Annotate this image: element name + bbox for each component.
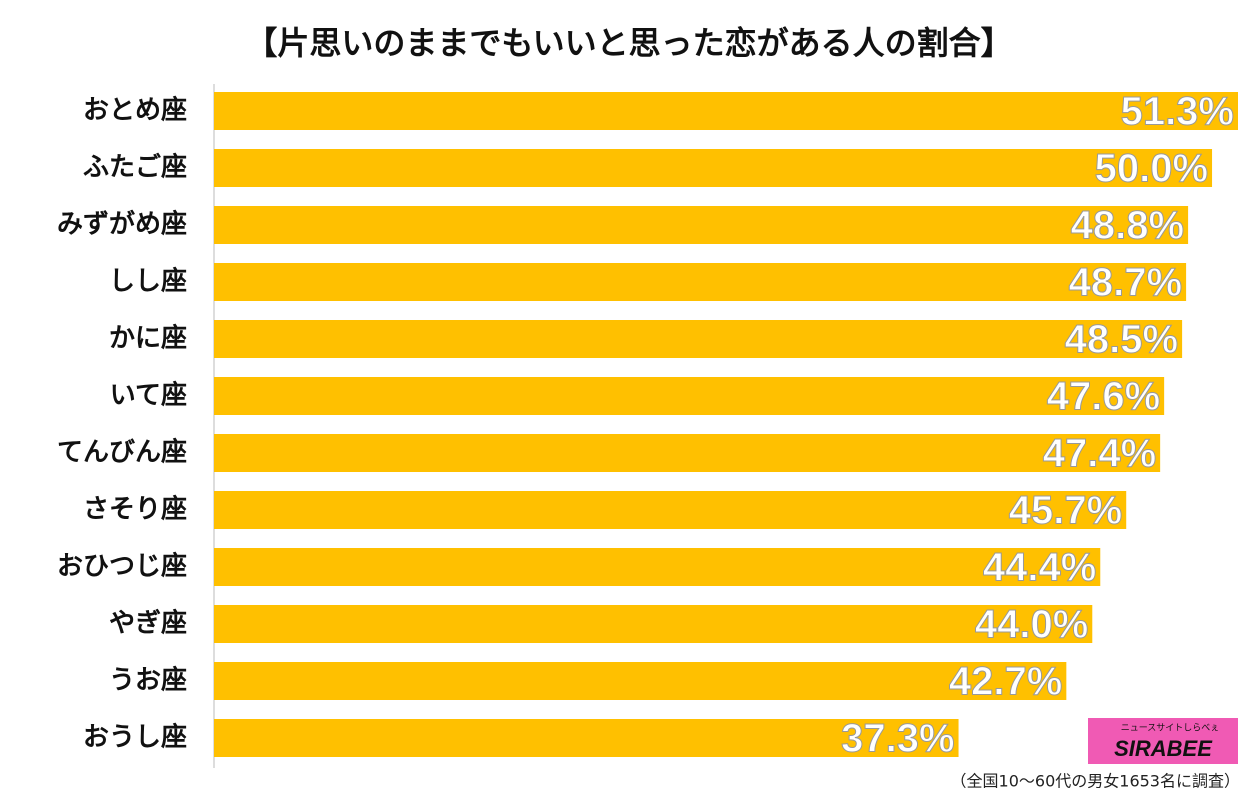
- category-label: うお座: [109, 665, 187, 696]
- category-label: おとめ座: [83, 95, 187, 126]
- value-label: 50.0%: [1095, 147, 1208, 191]
- bar: [214, 548, 1101, 586]
- category-label: みずがめ座: [57, 209, 187, 240]
- category-label: しし座: [109, 266, 187, 297]
- value-label: 37.3%: [841, 717, 954, 761]
- value-label: 48.8%: [1071, 204, 1184, 248]
- value-label: 42.7%: [949, 660, 1062, 704]
- category-label: いて座: [110, 380, 187, 411]
- chart-title: 【片思いのままでもいいと思った恋がある人の割合】: [245, 24, 1012, 62]
- bar: [214, 434, 1161, 472]
- value-label: 51.3%: [1121, 90, 1234, 134]
- bar: [214, 605, 1093, 643]
- category-label: かに座: [109, 323, 187, 354]
- category-label: てんびん座: [57, 437, 187, 468]
- category-label: やぎ座: [109, 608, 187, 639]
- value-label: 47.6%: [1047, 375, 1160, 419]
- bar: [214, 719, 959, 757]
- bar: [214, 491, 1127, 529]
- bar: [214, 206, 1189, 244]
- bar: [214, 149, 1213, 187]
- bar: [214, 263, 1187, 301]
- note: （全国10〜60代の男女1653名に調査）: [951, 772, 1240, 791]
- logo-box: [1088, 718, 1238, 764]
- value-label: 48.5%: [1065, 318, 1178, 362]
- value-label: 44.4%: [983, 546, 1096, 590]
- value-label: 44.0%: [975, 603, 1088, 647]
- value-label: 45.7%: [1009, 489, 1122, 533]
- bar: [214, 662, 1067, 700]
- bar: [214, 377, 1165, 415]
- category-label: おうし座: [83, 722, 187, 753]
- bar: [214, 320, 1183, 358]
- bar: [214, 92, 1238, 130]
- logo: ニュースサイトしらべぇ SIRABEE: [1088, 718, 1238, 764]
- logo-text: SIRABEE: [1114, 736, 1213, 761]
- category-label: ふたご座: [83, 152, 187, 183]
- value-label: 47.4%: [1043, 432, 1156, 476]
- category-label: さそり座: [83, 494, 187, 525]
- value-label: 48.7%: [1069, 261, 1182, 305]
- logo-tagline: ニュースサイトしらべぇ: [1121, 723, 1220, 734]
- category-label: おひつじ座: [57, 551, 187, 582]
